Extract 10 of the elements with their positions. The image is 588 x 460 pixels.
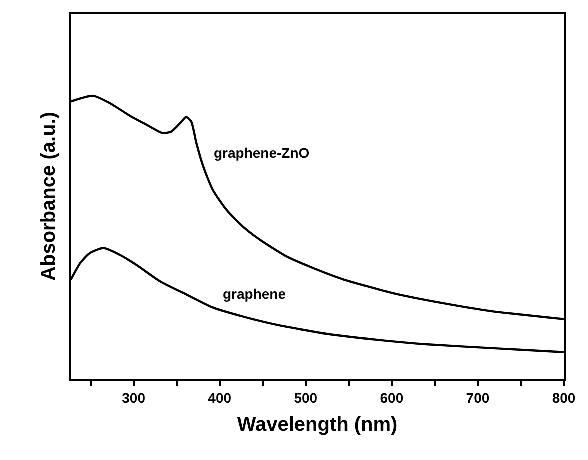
x-tick-label: 600 (380, 390, 404, 406)
x-tick-label: 800 (552, 390, 576, 406)
x-tick-label: 500 (294, 390, 318, 406)
x-tick-label: 300 (122, 390, 146, 406)
x-tick-label: 400 (208, 390, 232, 406)
series-label: graphene (223, 286, 286, 302)
x-axis-title: Wavelength (nm) (237, 414, 398, 436)
series-label: graphene-ZnO (214, 145, 310, 161)
x-tick-label: 700 (466, 390, 490, 406)
y-axis-title: Absorbance (a.u.) (38, 112, 60, 281)
